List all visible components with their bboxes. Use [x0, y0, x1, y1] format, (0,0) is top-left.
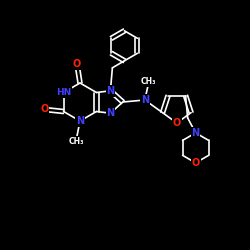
Text: O: O [173, 118, 181, 128]
Text: N: N [192, 128, 200, 138]
Text: O: O [73, 59, 81, 69]
Text: N: N [141, 95, 149, 105]
Text: N: N [106, 108, 114, 118]
Text: N: N [106, 86, 114, 96]
Text: N: N [76, 116, 84, 126]
Text: O: O [192, 158, 200, 168]
Text: CH₃: CH₃ [68, 136, 84, 145]
Text: HN: HN [56, 88, 71, 97]
Text: CH₃: CH₃ [141, 78, 156, 86]
Text: O: O [40, 104, 49, 115]
